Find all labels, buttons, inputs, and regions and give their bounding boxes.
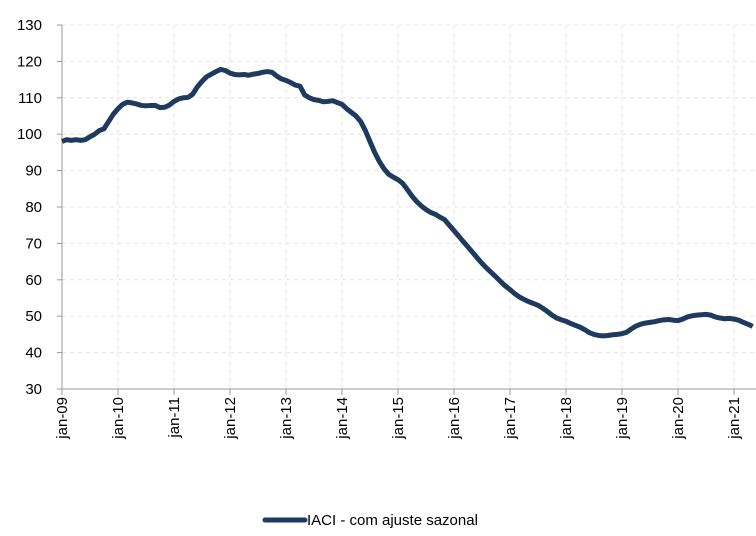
x-tick-label: jan-16 [446, 397, 463, 440]
y-tick-label: 90 [25, 163, 42, 180]
x-tick-label: jan-09 [54, 397, 71, 440]
x-tick-label: jan-19 [614, 397, 631, 440]
y-tick-label: 100 [17, 126, 42, 143]
x-tick-label: jan-18 [558, 397, 575, 440]
x-tick-label: jan-15 [390, 397, 407, 440]
x-tick-label: jan-13 [278, 397, 295, 440]
y-tick-label: 60 [25, 272, 42, 289]
y-tick-label: 40 [25, 345, 42, 362]
y-tick-label: 120 [17, 53, 42, 70]
series-line [61, 66, 754, 339]
y-tick-label: 130 [17, 17, 42, 34]
x-tick-label: jan-12 [222, 397, 239, 440]
y-tick-label: 70 [25, 235, 42, 252]
x-tick-label: jan-10 [110, 397, 127, 440]
x-tick-label: jan-21 [726, 397, 743, 440]
legend-label: IACI - com ajuste sazonal [307, 512, 478, 529]
x-tick-label: jan-11 [166, 397, 183, 439]
y-tick-label: 50 [25, 308, 42, 325]
x-tick-label: jan-14 [334, 397, 351, 440]
x-tick-label: jan-17 [502, 397, 519, 440]
x-tick-label: jan-20 [670, 397, 687, 440]
y-tick-label: 80 [25, 199, 42, 216]
y-tick-label: 110 [18, 90, 42, 107]
y-tick-label: 30 [25, 381, 42, 398]
